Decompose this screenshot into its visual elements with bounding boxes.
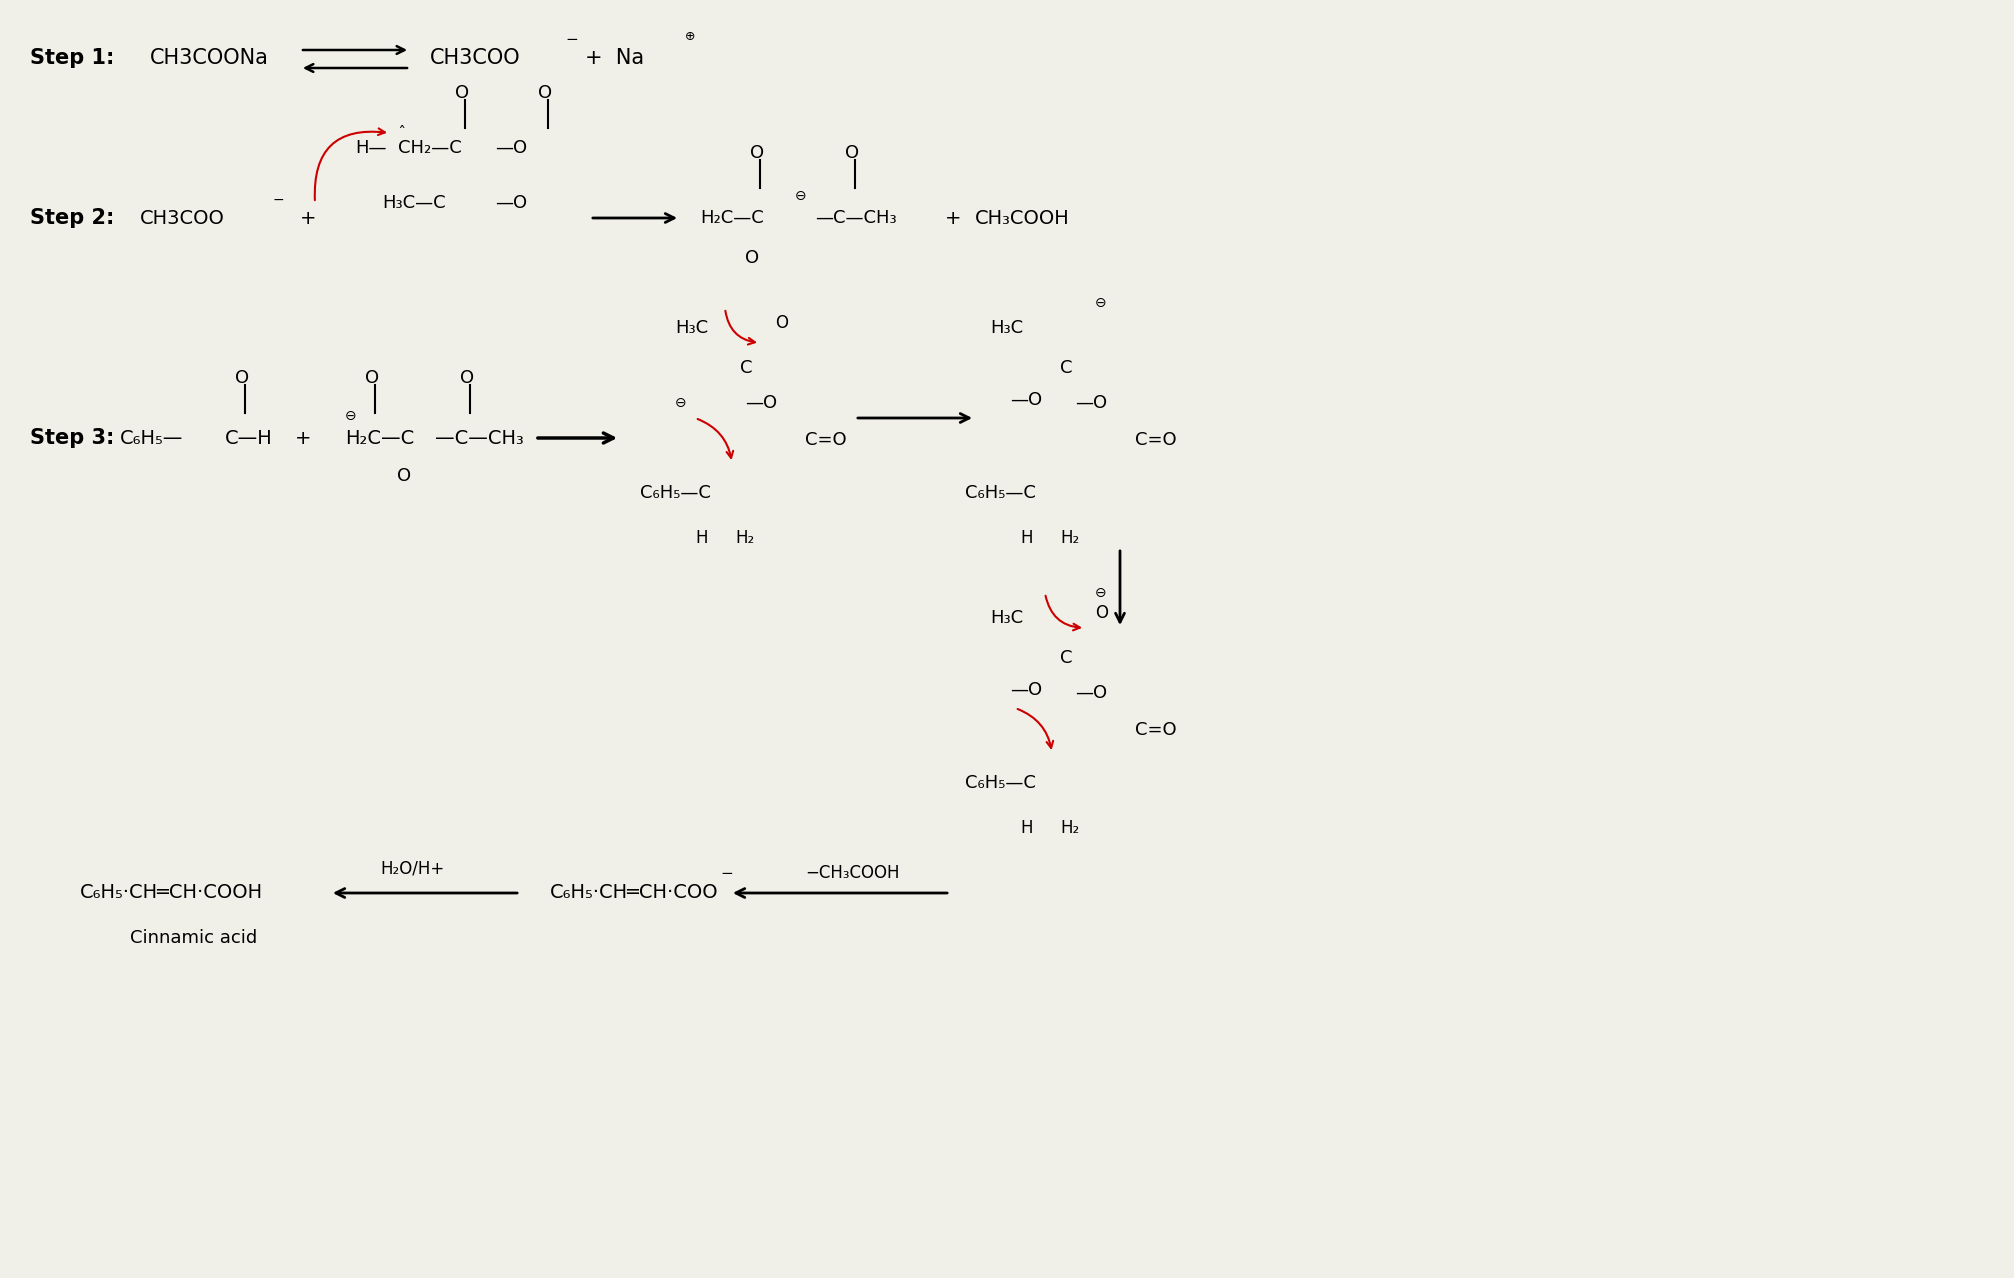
- Text: H₃C: H₃C: [989, 610, 1023, 627]
- Text: O: O: [775, 314, 787, 332]
- FancyArrowPatch shape: [697, 419, 733, 458]
- Text: ⊖: ⊖: [675, 396, 687, 410]
- Text: —O: —O: [1009, 681, 1041, 699]
- Text: H: H: [695, 529, 707, 547]
- Text: —C—CH₃: —C—CH₃: [435, 428, 524, 447]
- FancyArrowPatch shape: [725, 311, 755, 345]
- Text: H₃C: H₃C: [675, 320, 707, 337]
- FancyArrowPatch shape: [1017, 709, 1053, 748]
- Text: C₆H₅—: C₆H₅—: [121, 428, 183, 447]
- Text: H—: H—: [354, 139, 387, 157]
- Text: —O: —O: [1073, 394, 1106, 412]
- Text: H₂O/H+: H₂O/H+: [381, 859, 443, 877]
- Text: −: −: [719, 865, 733, 881]
- Text: +  Na: + Na: [584, 49, 644, 68]
- Text: ⊖: ⊖: [1094, 587, 1106, 599]
- Text: CH3COO: CH3COO: [429, 49, 520, 68]
- Text: H₂: H₂: [1059, 529, 1080, 547]
- Text: O: O: [538, 84, 552, 102]
- Text: H₂C—C: H₂C—C: [344, 428, 415, 447]
- Text: C: C: [1059, 649, 1071, 667]
- Text: +: +: [294, 428, 312, 447]
- Text: Step 2:: Step 2:: [30, 208, 115, 227]
- Text: O: O: [1094, 604, 1108, 622]
- Text: C—H: C—H: [226, 428, 272, 447]
- Text: H₂: H₂: [735, 529, 753, 547]
- Text: —C—CH₃: —C—CH₃: [814, 210, 896, 227]
- Text: O: O: [236, 369, 250, 387]
- Text: −: −: [564, 32, 578, 47]
- Text: −: −: [272, 193, 284, 207]
- Text: C=O: C=O: [806, 431, 846, 449]
- Text: —O: —O: [1009, 391, 1041, 409]
- Text: H₃C—C: H₃C—C: [383, 194, 445, 212]
- Text: H₃C: H₃C: [989, 320, 1023, 337]
- Text: O: O: [745, 249, 759, 267]
- Text: C₆H₅—C: C₆H₅—C: [965, 774, 1035, 792]
- Text: O: O: [397, 466, 411, 484]
- FancyArrowPatch shape: [1045, 596, 1080, 630]
- Text: C₆H₅—C: C₆H₅—C: [640, 484, 711, 502]
- Text: —O: —O: [745, 394, 777, 412]
- Text: ⊖: ⊖: [796, 189, 806, 203]
- Text: CH₂—C: CH₂—C: [399, 139, 461, 157]
- Text: H₂C—C: H₂C—C: [699, 210, 763, 227]
- Text: C₆H₅·CH═CH·COOH: C₆H₅·CH═CH·COOH: [81, 883, 264, 902]
- Text: CH3COONa: CH3COONa: [149, 49, 268, 68]
- Text: O: O: [365, 369, 379, 387]
- Text: Step 3:: Step 3:: [30, 428, 115, 449]
- Text: —O: —O: [1073, 684, 1106, 702]
- Text: H: H: [1019, 819, 1031, 837]
- Text: ⊕: ⊕: [685, 29, 695, 42]
- Text: +: +: [945, 208, 961, 227]
- Text: —O: —O: [495, 194, 528, 212]
- Text: C=O: C=O: [1134, 431, 1176, 449]
- Text: —O: —O: [495, 139, 528, 157]
- Text: O: O: [844, 144, 858, 162]
- Text: H: H: [1019, 529, 1031, 547]
- FancyArrowPatch shape: [314, 128, 385, 201]
- Text: O: O: [455, 84, 469, 102]
- Text: O: O: [459, 369, 473, 387]
- Text: −CH₃COOH: −CH₃COOH: [806, 864, 898, 882]
- Text: C: C: [739, 359, 751, 377]
- Text: C=O: C=O: [1134, 721, 1176, 739]
- Text: ⊖: ⊖: [344, 409, 356, 423]
- Text: Cinnamic acid: Cinnamic acid: [131, 929, 258, 947]
- Text: C₆H₅·CH═CH·COO: C₆H₅·CH═CH·COO: [550, 883, 719, 902]
- Text: Step 1:: Step 1:: [30, 49, 115, 68]
- Text: C₆H₅—C: C₆H₅—C: [965, 484, 1035, 502]
- Text: C: C: [1059, 359, 1071, 377]
- Text: CH₃COOH: CH₃COOH: [975, 208, 1069, 227]
- Text: +: +: [300, 208, 316, 227]
- Text: ⊖: ⊖: [1094, 296, 1106, 311]
- Text: O: O: [749, 144, 763, 162]
- Text: CH3COO: CH3COO: [139, 208, 226, 227]
- Text: H₂: H₂: [1059, 819, 1080, 837]
